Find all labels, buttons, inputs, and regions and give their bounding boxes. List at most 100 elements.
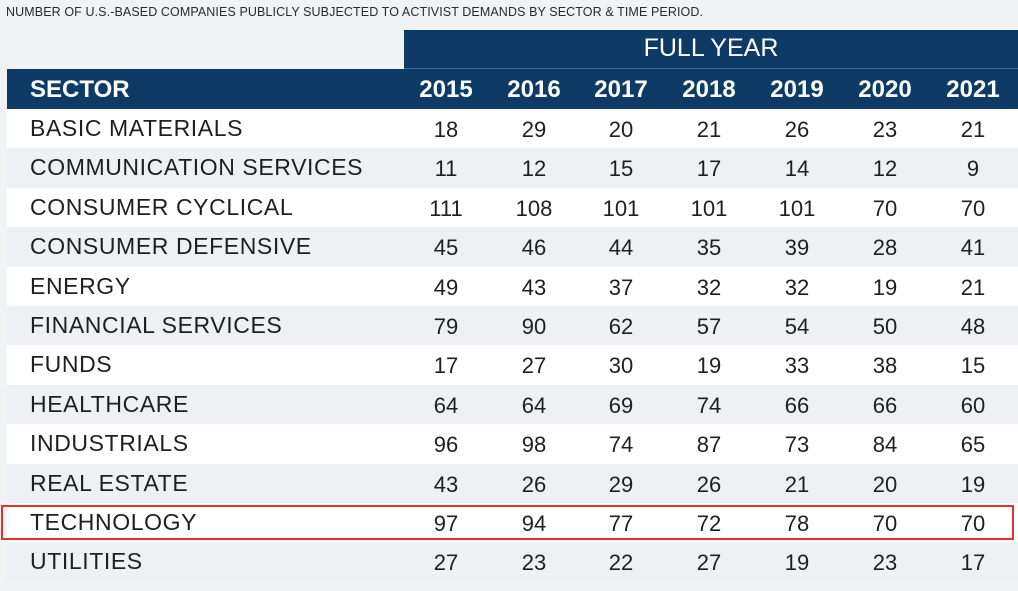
sector-label: UTILITIES bbox=[30, 548, 143, 575]
value-cell-2021: 70 bbox=[960, 195, 986, 221]
value-cell-2020: 50 bbox=[872, 313, 898, 339]
value-cell-2021: 21 bbox=[960, 117, 986, 142]
value-cell-2019: 33 bbox=[784, 353, 810, 379]
value-cell-2019: 39 bbox=[784, 235, 810, 261]
table-row-utilities: UTILITIES 27 23 22 27 19 23 17 bbox=[7, 542, 1018, 582]
value-cell-2018: 21 bbox=[696, 117, 722, 142]
value-cell-2021: 19 bbox=[960, 471, 986, 497]
value-cell-2018: 27 bbox=[696, 550, 722, 576]
table-caption: NUMBER OF U.S.-BASED COMPANIES PUBLICLY … bbox=[6, 5, 704, 19]
value-cell-2019: 26 bbox=[784, 117, 810, 142]
value-cell-2015: 18 bbox=[433, 117, 459, 142]
full-year-header-band bbox=[404, 30, 1018, 68]
value-cell-2016: 46 bbox=[521, 235, 547, 261]
value-cell-2018: 74 bbox=[696, 392, 722, 418]
year-header-2021: 2021 bbox=[946, 76, 1000, 103]
value-cell-2017: 15 bbox=[608, 156, 634, 182]
value-cell-2021: 9 bbox=[966, 156, 980, 182]
value-cell-2021: 21 bbox=[960, 274, 986, 300]
value-cell-2016: 23 bbox=[521, 550, 547, 576]
year-header-2020: 2020 bbox=[858, 76, 912, 103]
value-cell-2021: 70 bbox=[960, 510, 986, 536]
value-cell-2019: 21 bbox=[784, 471, 810, 497]
header-divider bbox=[404, 68, 1018, 69]
table-row-technology: TECHNOLOGY 97 94 77 72 78 70 70 bbox=[7, 502, 1018, 543]
value-cell-2021: 60 bbox=[960, 392, 986, 418]
sector-label: TECHNOLOGY bbox=[30, 508, 198, 535]
value-cell-2017: 22 bbox=[608, 550, 634, 576]
value-cell-2020: 23 bbox=[872, 550, 898, 576]
sector-label: ENERGY bbox=[30, 272, 131, 299]
value-cell-2015: 27 bbox=[433, 550, 459, 576]
value-cell-2019: 66 bbox=[784, 392, 810, 418]
sector-label: FUNDS bbox=[30, 351, 113, 378]
sector-label: BASIC MATERIALS bbox=[30, 115, 244, 141]
value-cell-2016: 29 bbox=[521, 117, 547, 142]
full-year-group-label: FULL YEAR bbox=[643, 34, 779, 62]
sector-label: FINANCIAL SERVICES bbox=[30, 311, 283, 338]
value-cell-2019: 54 bbox=[784, 313, 810, 339]
data-table-body: BASIC MATERIALS 18 29 20 21 26 23 21 COMMUNICATI… bbox=[7, 109, 1018, 582]
value-cell-2016: 94 bbox=[521, 510, 547, 536]
value-cell-2017: 37 bbox=[608, 274, 634, 300]
value-cell-2015: 45 bbox=[433, 235, 459, 261]
table-row-funds: FUNDS 17 27 30 19 33 38 15 bbox=[7, 345, 1018, 385]
value-cell-2015: 17 bbox=[433, 353, 459, 379]
value-cell-2016: 90 bbox=[521, 313, 547, 339]
value-cell-2018: 19 bbox=[696, 353, 722, 379]
year-header-2018: 2018 bbox=[682, 76, 736, 103]
value-cell-2015: 64 bbox=[433, 392, 459, 418]
value-cell-2020: 20 bbox=[872, 471, 898, 497]
year-header-2017: 2017 bbox=[594, 76, 648, 103]
sector-column-header: SECTOR bbox=[30, 76, 130, 103]
value-cell-2018: 32 bbox=[696, 274, 722, 300]
value-cell-2016: 43 bbox=[521, 274, 547, 300]
value-cell-2020: 70 bbox=[872, 195, 898, 221]
value-cell-2018: 87 bbox=[696, 432, 722, 458]
value-cell-2020: 23 bbox=[872, 117, 898, 142]
value-cell-2017: 74 bbox=[608, 432, 634, 458]
value-cell-2017: 20 bbox=[608, 117, 634, 142]
value-cell-2017: 69 bbox=[608, 392, 634, 418]
value-cell-2015: 43 bbox=[433, 471, 459, 497]
value-cell-2019: 14 bbox=[784, 156, 810, 182]
value-cell-2017: 29 bbox=[608, 471, 634, 497]
value-cell-2015: 111 bbox=[429, 195, 463, 221]
value-cell-2021: 17 bbox=[960, 550, 986, 576]
value-cell-2019: 78 bbox=[784, 510, 810, 536]
value-cell-2015: 11 bbox=[434, 156, 458, 182]
value-cell-2021: 15 bbox=[960, 353, 986, 379]
table-row-consumer-defensive: CONSUMER DEFENSIVE 45 46 44 35 39 28 41 bbox=[7, 227, 1018, 267]
table-row-industrials: INDUSTRIALS 96 98 74 87 73 84 65 bbox=[7, 424, 1018, 464]
sector-label: COMMUNICATION SERVICES bbox=[30, 154, 364, 181]
value-cell-2020: 84 bbox=[872, 432, 898, 458]
value-cell-2015: 96 bbox=[433, 432, 459, 458]
value-cell-2016: 64 bbox=[521, 392, 547, 418]
value-cell-2020: 19 bbox=[872, 274, 898, 300]
value-cell-2018: 72 bbox=[696, 510, 722, 536]
value-cell-2021: 48 bbox=[960, 313, 986, 339]
year-header-2016: 2016 bbox=[507, 76, 561, 103]
value-cell-2016: 27 bbox=[521, 353, 547, 379]
value-cell-2019: 19 bbox=[784, 550, 810, 576]
value-cell-2017: 101 bbox=[602, 195, 640, 221]
value-cell-2017: 44 bbox=[608, 235, 634, 261]
value-cell-2016: 12 bbox=[521, 156, 547, 182]
sector-label: REAL ESTATE bbox=[30, 469, 189, 496]
year-header-2019: 2019 bbox=[770, 76, 824, 103]
value-cell-2019: 32 bbox=[784, 274, 810, 300]
table-row-basic-materials: BASIC MATERIALS 18 29 20 21 26 23 21 bbox=[7, 109, 1018, 149]
value-cell-2015: 97 bbox=[433, 510, 459, 536]
value-cell-2020: 28 bbox=[872, 235, 898, 261]
sector-label: CONSUMER DEFENSIVE bbox=[30, 233, 312, 260]
table-row-financial-services: FINANCIAL SERVICES 79 90 62 57 54 50 48 bbox=[7, 305, 1018, 346]
table-row-real-estate: REAL ESTATE 43 26 29 26 21 20 19 bbox=[7, 463, 1018, 503]
table-row-communication-services: COMMUNICATION SERVICES 11 12 15 17 14 12 9 bbox=[7, 148, 1018, 188]
value-cell-2019: 101 bbox=[778, 195, 816, 221]
table-row-energy: ENERGY 49 43 37 32 32 19 21 bbox=[7, 266, 1018, 306]
value-cell-2016: 98 bbox=[521, 432, 547, 458]
value-cell-2016: 108 bbox=[515, 195, 553, 221]
sector-label: HEALTHCARE bbox=[30, 390, 189, 417]
value-cell-2017: 30 bbox=[608, 353, 634, 379]
value-cell-2021: 65 bbox=[960, 432, 986, 458]
